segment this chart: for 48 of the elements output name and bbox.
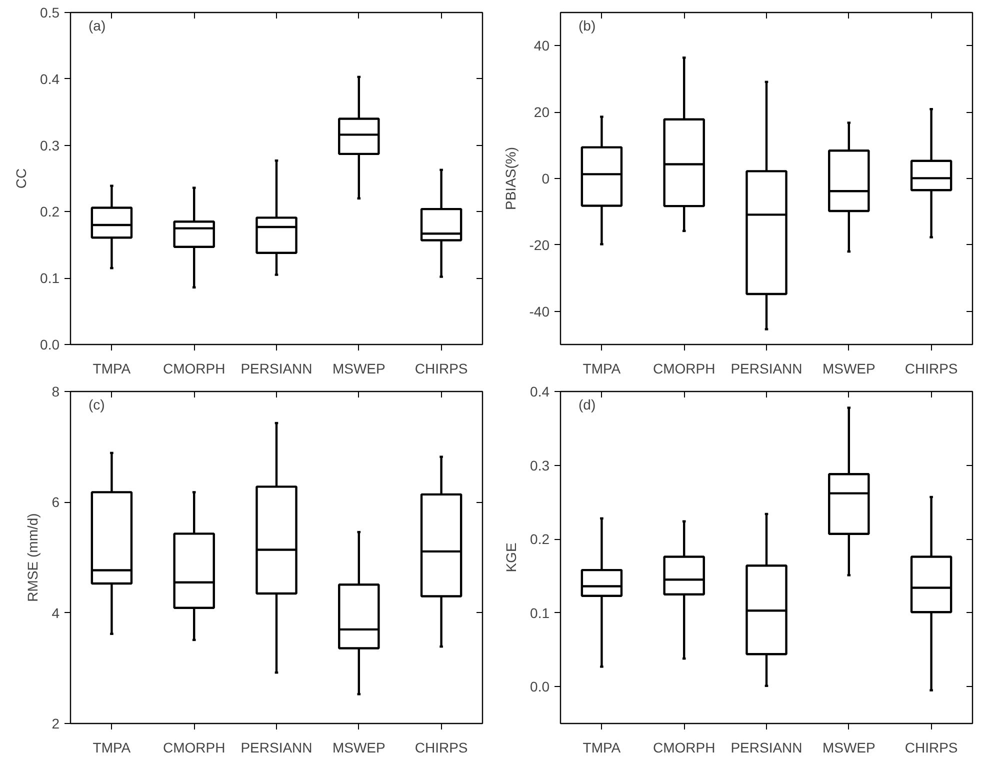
y-tick-label: 4 <box>52 604 60 621</box>
x-tick-label: MSWEP <box>822 360 876 376</box>
x-tick-label: TMPA <box>92 360 132 376</box>
x-tick-label: CMORPH <box>162 360 226 376</box>
y-tick-label: 40 <box>534 38 550 54</box>
x-tick-label: CHIRPS <box>904 740 958 756</box>
y-tick-label: 2 <box>52 716 60 732</box>
y-tick-label: 0.5 <box>40 4 60 20</box>
y-tick-label: 8 <box>52 384 60 400</box>
x-tick-label: MSWEP <box>332 740 386 756</box>
x-tick-label: TMPA <box>92 740 132 756</box>
y-tick-label: 0.3 <box>40 137 60 154</box>
y-axis-title: KGE <box>503 542 520 572</box>
x-tick-label: CHIRPS <box>904 360 958 376</box>
y-axis-title: RMSE (mm/d) <box>24 513 41 602</box>
annotation: (b) <box>578 18 596 34</box>
y-tick-label: 0.4 <box>530 384 550 400</box>
x-tick-label: MSWEP <box>332 360 386 376</box>
y-tick-label: 0.3 <box>530 457 550 474</box>
y-tick-label: -40 <box>529 303 550 320</box>
annotation: (a) <box>88 18 106 34</box>
y-tick-label: 0.1 <box>40 270 60 286</box>
y-tick-label: 0.2 <box>530 531 550 548</box>
x-tick-label: CMORPH <box>652 740 716 756</box>
y-tick-label: 0.4 <box>40 70 60 87</box>
x-tick-label: PERSIANN <box>730 740 802 756</box>
x-tick-label: CHIRPS <box>414 740 468 756</box>
y-tick-label: 0.0 <box>40 336 60 352</box>
x-tick-label: TMPA <box>582 360 622 376</box>
x-tick-label: CMORPH <box>652 360 716 376</box>
annotation: (d) <box>578 396 596 412</box>
x-tick-label: PERSIANN <box>240 740 312 756</box>
x-tick-label: TMPA <box>582 740 622 756</box>
y-tick-label: 0 <box>542 170 550 186</box>
y-tick-label: 6 <box>52 494 60 510</box>
x-tick-label: MSWEP <box>822 740 876 756</box>
y-tick-label: 0.0 <box>530 678 550 695</box>
y-tick-label: 0.2 <box>40 204 60 220</box>
x-tick-label: CMORPH <box>162 740 226 756</box>
y-axis-title: CC <box>13 168 30 189</box>
x-tick-label: PERSIANN <box>240 360 312 376</box>
y-tick-label: 20 <box>534 104 550 120</box>
y-axis-title: PBIAS(%) <box>502 146 518 210</box>
y-tick-label: 0.1 <box>530 604 550 621</box>
annotation: (c) <box>88 396 105 412</box>
x-tick-label: CHIRPS <box>414 360 468 376</box>
y-tick-label: -20 <box>529 236 550 253</box>
x-tick-label: PERSIANN <box>730 360 802 376</box>
